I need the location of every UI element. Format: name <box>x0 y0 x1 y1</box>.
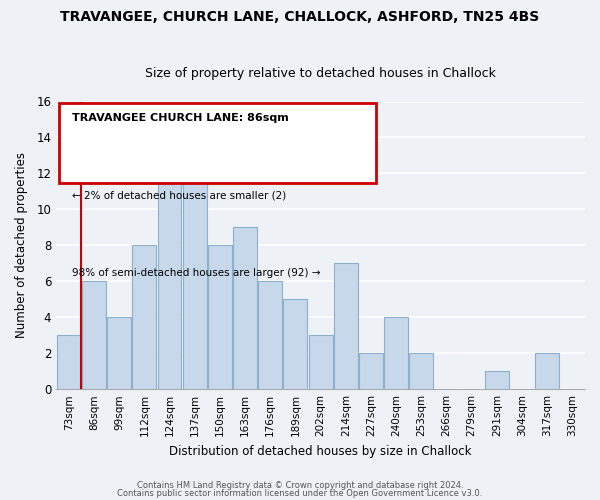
Y-axis label: Number of detached properties: Number of detached properties <box>15 152 28 338</box>
Title: Size of property relative to detached houses in Challock: Size of property relative to detached ho… <box>145 66 496 80</box>
Bar <box>233 228 257 389</box>
Bar <box>359 353 383 389</box>
Bar <box>57 335 81 389</box>
Bar <box>158 156 181 389</box>
Bar <box>258 282 282 389</box>
Bar <box>485 371 509 389</box>
Bar <box>308 335 332 389</box>
Text: Contains public sector information licensed under the Open Government Licence v3: Contains public sector information licen… <box>118 488 482 498</box>
Bar <box>535 353 559 389</box>
FancyBboxPatch shape <box>59 103 376 184</box>
Text: ← 2% of detached houses are smaller (2): ← 2% of detached houses are smaller (2) <box>72 190 286 200</box>
Bar <box>82 282 106 389</box>
Bar <box>334 264 358 389</box>
Bar <box>183 174 206 389</box>
Text: TRAVANGEE, CHURCH LANE, CHALLOCK, ASHFORD, TN25 4BS: TRAVANGEE, CHURCH LANE, CHALLOCK, ASHFOR… <box>61 10 539 24</box>
Bar <box>283 300 307 389</box>
Text: Contains HM Land Registry data © Crown copyright and database right 2024.: Contains HM Land Registry data © Crown c… <box>137 481 463 490</box>
Bar <box>384 318 408 389</box>
X-axis label: Distribution of detached houses by size in Challock: Distribution of detached houses by size … <box>169 444 472 458</box>
Bar <box>208 246 232 389</box>
Text: TRAVANGEE CHURCH LANE: 86sqm: TRAVANGEE CHURCH LANE: 86sqm <box>72 113 289 123</box>
Bar <box>133 246 156 389</box>
Text: 98% of semi-detached houses are larger (92) →: 98% of semi-detached houses are larger (… <box>72 268 320 278</box>
Bar <box>107 318 131 389</box>
Bar <box>409 353 433 389</box>
